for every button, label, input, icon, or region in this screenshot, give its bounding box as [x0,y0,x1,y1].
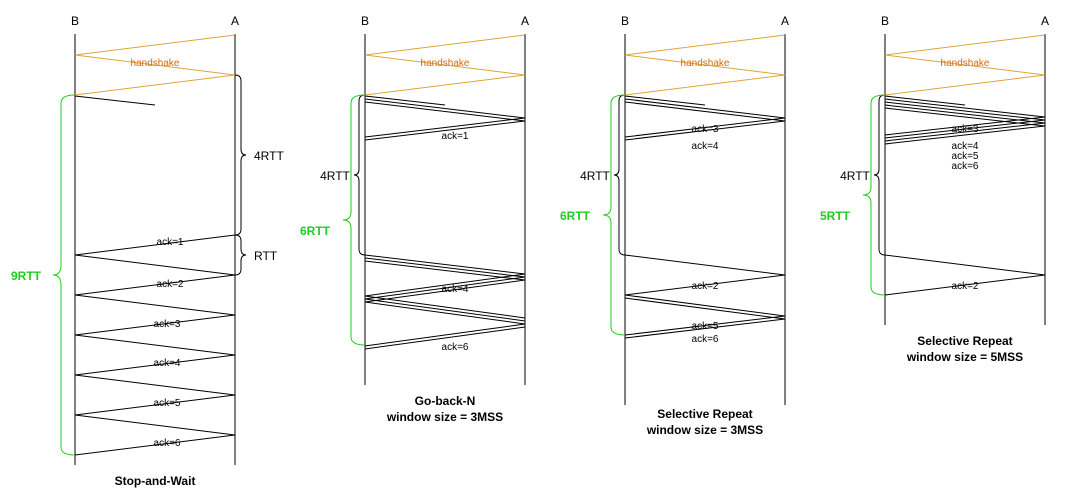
ack-label: ack=4 [154,358,181,369]
ack-label: ack=1 [442,131,469,142]
panel-selective-repeat-5mss: B A handshake ack=3 ack=4 ack=5 ack=6 [820,14,1049,364]
ack-label: ack=4 [442,284,469,295]
handshake-lines [74,34,236,96]
packet-lines [884,95,1046,296]
brace-label-9rtt: 9RTT [11,269,42,283]
node-b-label: B [881,14,889,28]
ack-label: ack=3 [692,124,719,135]
handshake-lines [364,34,526,96]
ack-label: ack=2 [692,281,719,292]
brace-rtt [234,234,247,276]
node-a-label: A [1041,14,1049,28]
caption-line-1: Selective Repeat [917,334,1012,348]
brace-4rtt [873,94,886,256]
node-b-label: B [361,14,369,28]
brace-label-6rtt: 6RTT [300,224,331,238]
brace-4rtt [234,74,247,236]
brace-label-4rtt: 4RTT [254,149,284,163]
brace-label-4rtt: 4RTT [580,169,610,183]
ack-label: ack=2 [157,279,184,290]
handshake-label: handshake [681,58,730,69]
brace-6rtt [602,94,626,336]
node-a-label: A [231,14,239,28]
brace-label-4rtt: 4RTT [320,169,350,183]
caption-line-1: Selective Repeat [657,407,752,421]
ack-label: ack=6 [154,438,181,449]
handshake-label: handshake [941,58,990,69]
brace-label-rtt: RTT [254,249,278,263]
brace-4rtt [613,94,626,256]
ack-label: ack=5 [154,398,181,409]
ack-label: ack=4 [692,141,719,152]
ack-label: ack=3 [154,319,181,330]
handshake-lines [884,34,1046,96]
ack-label: ack=1 [157,237,184,248]
ack-label: ack=2 [952,281,979,292]
node-b-label: B [71,14,79,28]
brace-5rtt [862,94,886,296]
handshake-lines [624,34,786,96]
packet-lines [364,95,526,350]
handshake-label: handshake [131,58,180,69]
brace-9rtt [52,94,76,456]
brace-label-6rtt: 6RTT [560,209,591,223]
handshake-label: handshake [421,58,470,69]
caption-line-2: window size = 5MSS [906,350,1023,364]
brace-label-5rtt: 5RTT [820,209,851,223]
packet-lines [624,95,786,339]
caption-line-2: window size = 3MSS [386,410,503,424]
brace-6rtt [342,94,366,346]
ack-label: ack=6 [692,334,719,345]
ack-label: ack=6 [952,161,979,172]
ack-label: ack=5 [952,151,979,162]
brace-4rtt [353,94,366,256]
ack-label: ack=6 [442,342,469,353]
node-b-label: B [621,14,629,28]
caption-line-1: Stop-and-Wait [115,474,196,488]
panel-stop-and-wait: B A handshake ack=1 ack=2 ack=3 ack=4 [11,14,284,488]
panel-go-back-n: B A handshake [300,14,529,424]
panel-selective-repeat-3mss: B A handshake ack=3 ack=4 ack=2 ack=5 [560,14,789,437]
node-a-label: A [521,14,529,28]
caption-line-1: Go-back-N [415,394,476,408]
ack-label: ack=5 [692,321,719,332]
ack-label: ack=4 [952,141,979,152]
node-a-label: A [781,14,789,28]
caption-line-2: window size = 3MSS [646,423,763,437]
ack-label: ack=3 [952,124,979,135]
brace-label-4rtt: 4RTT [840,169,870,183]
packet-lines [74,95,236,456]
